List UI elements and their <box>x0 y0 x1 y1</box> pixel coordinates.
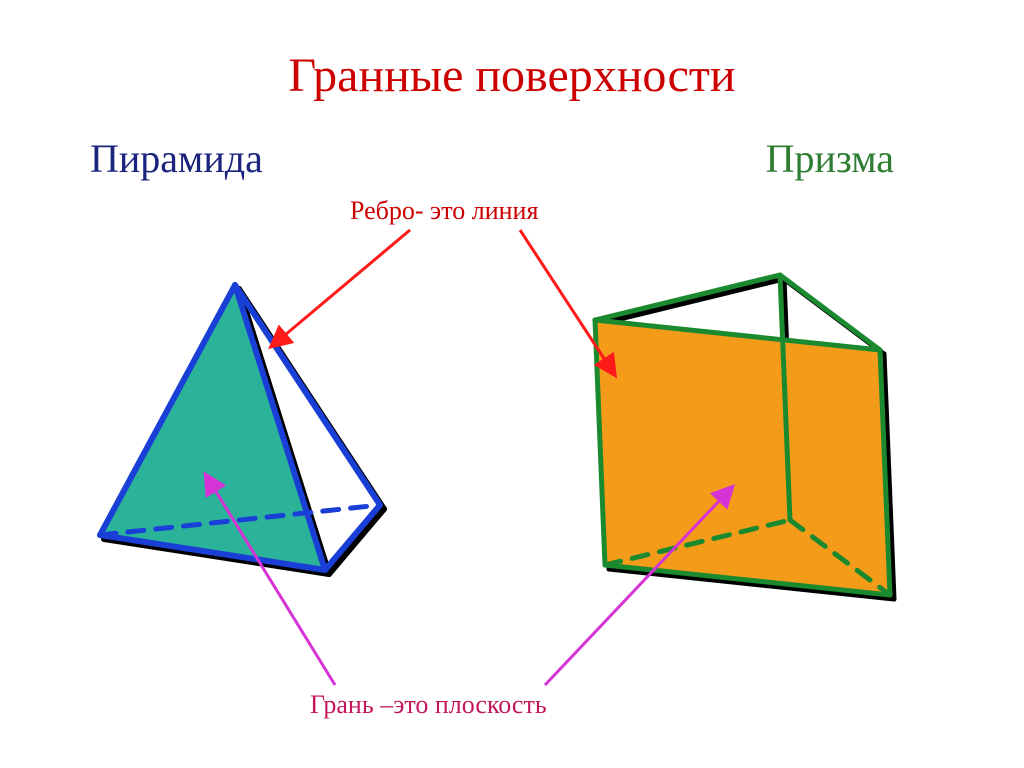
prism-diagram <box>595 275 894 599</box>
label-face: Грань –это плоскость <box>310 690 547 720</box>
slide: Гранные поверхности Пирамида Призма Ребр… <box>0 0 1024 768</box>
pyramid-diagram <box>100 285 384 574</box>
diagram-stage <box>0 0 1024 768</box>
